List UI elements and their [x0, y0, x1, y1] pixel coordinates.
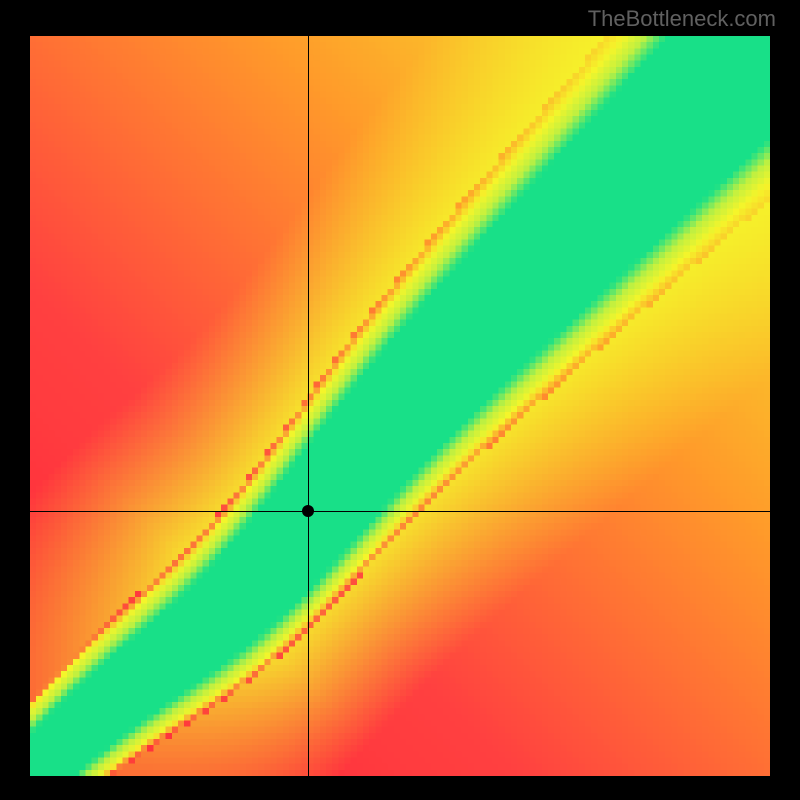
heatmap-canvas — [30, 36, 770, 776]
watermark-text: TheBottleneck.com — [588, 6, 776, 32]
data-point-marker — [302, 505, 314, 517]
crosshair-vertical — [308, 36, 309, 776]
chart-container: TheBottleneck.com — [0, 0, 800, 800]
crosshair-horizontal — [30, 511, 770, 512]
heatmap-plot — [30, 36, 770, 776]
